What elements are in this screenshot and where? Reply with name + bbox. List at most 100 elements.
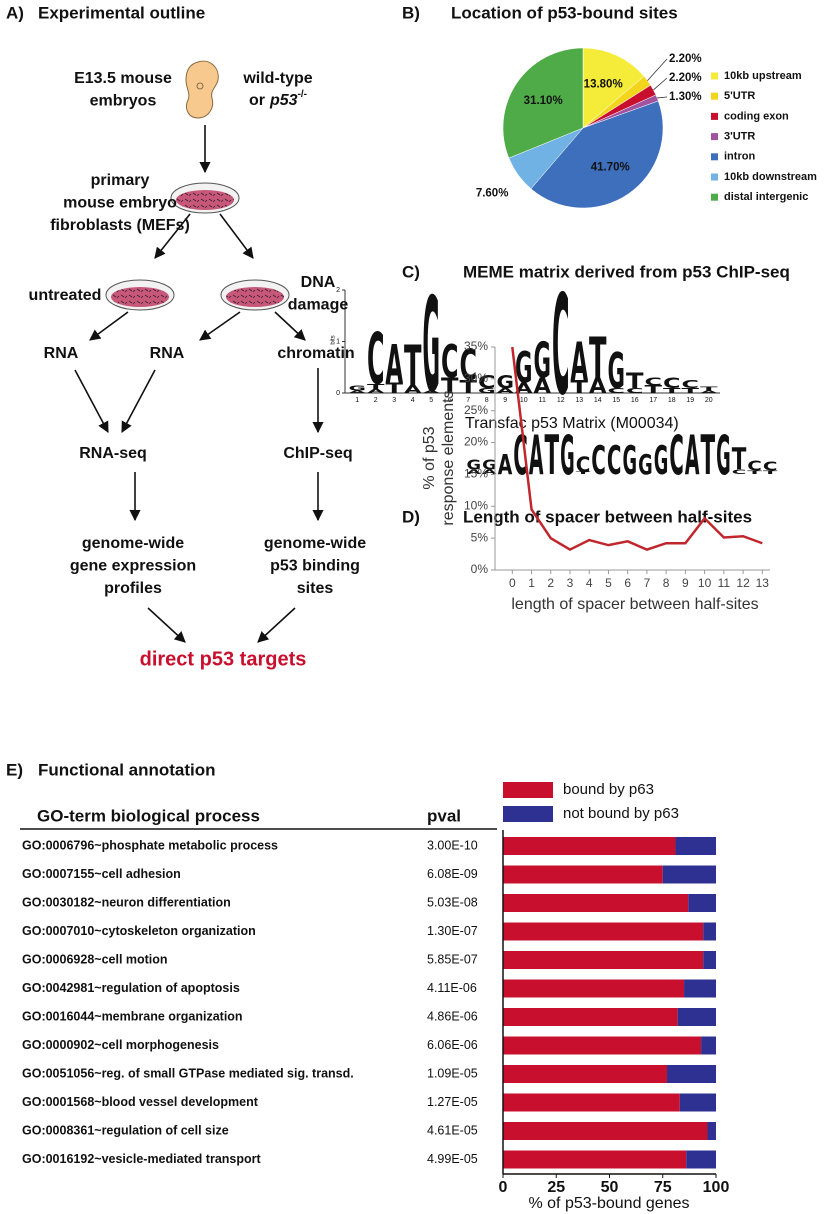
logo-letter: T [589,327,607,392]
bar-segment [707,1122,716,1140]
logo-letter: C [607,439,622,484]
logo-letter: A [515,380,533,396]
pval-label: 1.27E-05 [427,1095,478,1109]
genotype-gene: p53 [269,92,298,109]
logo-position: 9 [503,397,507,404]
flow-label: primary [91,172,150,189]
pval-label: 1.30E-07 [427,924,478,938]
logo-position: 3 [392,397,396,404]
logo-letter: C [763,460,778,474]
legend-swatch [503,806,553,822]
logo-letter: G [515,345,533,394]
flow-label: untreated [29,287,102,304]
pval-label: 6.08E-09 [427,867,478,881]
logo-letter: C [591,439,606,484]
pie-value-label: 41.70% [591,162,630,174]
logo-letter: G [482,458,497,474]
bar-segment [703,922,716,941]
term-label: GO:0007010~cytoskeleton organization [22,924,256,938]
logo-letter: G [654,439,669,484]
legend-label: 5'UTR [724,90,755,102]
logo-letter: T [682,387,701,395]
genotype-label: or p53-/- [249,89,307,110]
embryo-eye [196,82,204,90]
pval-label: 6.06E-06 [427,1038,478,1052]
logo-letter: A [367,388,385,394]
logo-letter: G [608,343,626,400]
genotype-superscript: -/- [298,89,307,100]
y-tick-label: 5% [471,530,489,544]
panel-label: D) [402,507,420,526]
logo-letter: T [747,470,762,475]
result-label: direct p53 targets [140,648,307,670]
x-tick-label: 9 [682,576,689,590]
x-tick-label: 10 [698,576,712,590]
embryo-icon [185,60,219,119]
flow-label: sites [297,580,334,597]
term-label: GO:0006928~cell motion [22,952,168,966]
logo-position: 13 [575,397,583,404]
bar-segment [677,1008,716,1026]
logo-letter: C [669,424,684,488]
x-tick-label: 2 [547,576,554,590]
bar-segment [503,894,689,912]
logo-letter: C [626,387,644,395]
legend-swatch [711,112,718,120]
x-tick-label: 100 [703,1179,730,1196]
logo-position: 10 [520,397,528,404]
flow-label: p53 binding [270,558,360,575]
bar-segment [503,837,676,855]
panel-label: C) [402,262,420,281]
legend-swatch [711,153,718,161]
flow-label: gene expression [70,558,196,575]
term-label: GO:0001568~blood vessel development [22,1095,259,1109]
panel-label: A) [6,3,24,22]
term-label: GO:0042981~regulation of apoptosis [22,981,240,995]
logo-position: 2 [374,397,378,404]
pie-value-label: 7.60% [476,187,509,199]
flow-label: fibroblasts (MEFs) [50,217,190,234]
x-tick-label: 7 [644,576,651,590]
y-tick-label: 15% [464,467,488,481]
pie-slice [530,100,664,209]
bar-segment [503,1036,702,1055]
bar-segment [703,951,716,969]
dish [170,182,240,214]
y-axis-label: response elements [440,390,457,525]
logo-letter: C [682,379,700,391]
logo-letter: G [423,271,441,423]
bar-segment [679,1093,716,1112]
panel-title: Location of p53-bound sites [451,3,678,22]
pie-slice [582,47,645,129]
legend-swatch [711,193,718,201]
logo-letter: C [441,335,459,389]
term-label: GO:0006796~phosphate metabolic process [22,838,278,852]
pval-label: 5.03E-08 [427,895,478,909]
logo-letter: A [571,331,589,393]
logo-letter: G [534,333,552,390]
logo-letter: G [638,449,653,481]
logo-axis-label: bits [331,335,337,344]
logo-letter: C [460,342,478,391]
flow-label: ChIP-seq [283,445,352,462]
logo-position: 7 [466,397,470,404]
logo-letter: G [623,439,638,484]
logo-letter: C [367,320,385,402]
logo-position: 20 [705,397,713,404]
logo-letter: T [763,470,778,475]
flow-label: chromatin [277,345,354,362]
logo-position: 12 [557,397,565,404]
logo-letter: A [467,468,482,475]
legend-label: 10kb upstream [724,70,802,82]
pie-slice [502,47,584,159]
y-tick-label: 0% [471,562,489,576]
pie-value-label: 2.20% [669,53,702,65]
dish [105,279,175,311]
pval-label: 4.61E-05 [427,1123,478,1137]
logo-position: 4 [411,397,415,404]
y-tick-label: 10% [464,498,488,512]
bar-segment [662,865,716,884]
panel-title: Experimental outline [38,3,205,22]
logo-tick-label: 2 [336,287,340,294]
